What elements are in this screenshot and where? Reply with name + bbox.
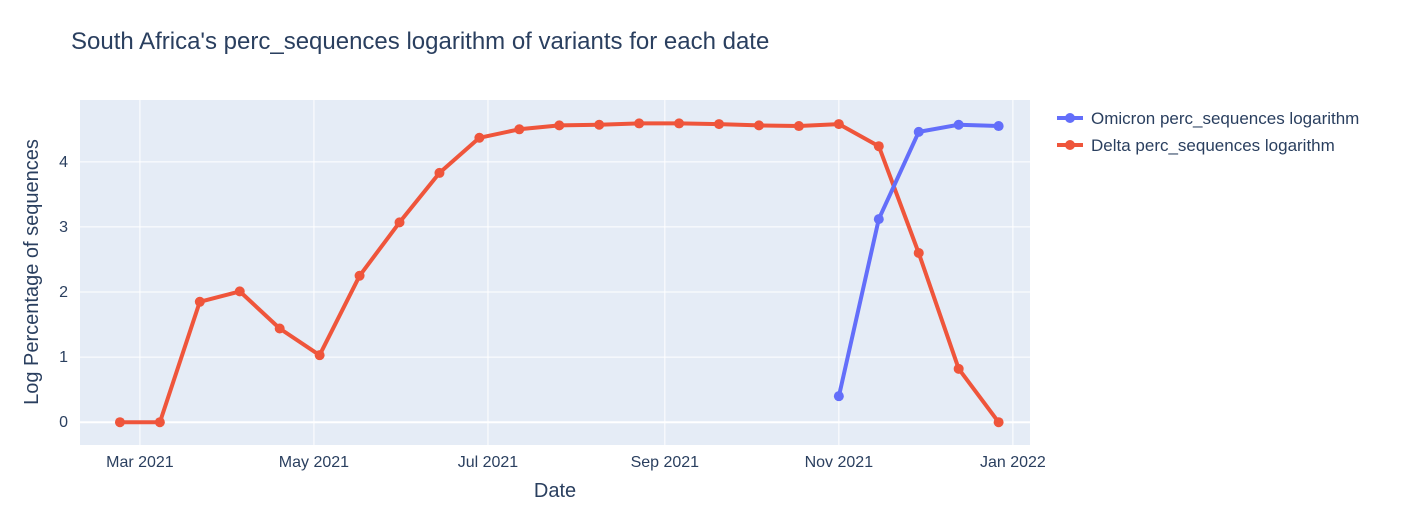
data-point xyxy=(753,120,764,131)
y-axis-ticks: 0 1 2 3 4 xyxy=(59,154,68,431)
data-point xyxy=(394,217,405,228)
data-point xyxy=(913,126,924,137)
legend-item[interactable]: Delta perc_sequences logarithm xyxy=(1057,136,1335,155)
x-tick-label: Jul 2021 xyxy=(458,454,519,471)
legend-label: Delta perc_sequences logarithm xyxy=(1091,136,1335,155)
data-point xyxy=(993,121,1004,132)
legend-swatch-marker xyxy=(1065,140,1075,150)
data-point xyxy=(833,391,844,402)
y-tick-label: 1 xyxy=(59,349,68,366)
data-point xyxy=(833,119,844,130)
data-point xyxy=(873,214,884,225)
data-point xyxy=(913,247,924,258)
y-tick-label: 0 xyxy=(59,414,68,431)
x-axis-title: Date xyxy=(534,480,576,502)
data-point xyxy=(873,141,884,152)
data-point xyxy=(314,350,325,361)
data-point xyxy=(953,119,964,130)
legend-item[interactable]: Omicron perc_sequences logarithm xyxy=(1057,109,1359,128)
legend: Omicron perc_sequences logarithm Delta pe… xyxy=(1057,109,1359,155)
data-point xyxy=(354,270,365,281)
data-point xyxy=(234,286,245,297)
data-point xyxy=(554,120,565,131)
data-point xyxy=(474,132,485,143)
series-omicron xyxy=(833,119,1004,402)
plot-background xyxy=(80,100,1030,445)
x-tick-label: Nov 2021 xyxy=(805,454,874,471)
data-point xyxy=(514,124,525,135)
data-point xyxy=(993,417,1004,428)
data-point xyxy=(793,121,804,132)
y-tick-label: 2 xyxy=(59,284,68,301)
data-point xyxy=(594,119,605,130)
data-point xyxy=(154,417,165,428)
data-point xyxy=(953,363,964,374)
data-point xyxy=(114,417,125,428)
x-tick-label: Jan 2022 xyxy=(980,454,1046,471)
y-axis-title: Log Percentage of sequences xyxy=(21,139,43,405)
data-point xyxy=(634,118,645,129)
x-tick-label: May 2021 xyxy=(279,454,349,471)
chart-title: South Africa's perc_sequences logarithm … xyxy=(71,28,769,55)
data-point xyxy=(714,119,725,130)
legend-swatch-marker xyxy=(1065,113,1075,123)
y-tick-label: 4 xyxy=(59,154,68,171)
data-point xyxy=(194,296,205,307)
series-layer xyxy=(114,118,1004,428)
series-delta xyxy=(114,118,1004,428)
legend-label: Omicron perc_sequences logarithm xyxy=(1091,109,1359,128)
x-tick-label: Sep 2021 xyxy=(631,454,700,471)
x-tick-label: Mar 2021 xyxy=(106,454,174,471)
data-point xyxy=(674,118,685,129)
data-point xyxy=(274,323,285,334)
data-point xyxy=(434,167,445,178)
y-tick-label: 3 xyxy=(59,219,68,236)
x-axis-ticks: Mar 2021 May 2021 Jul 2021 Sep 2021 Nov 2021… xyxy=(106,454,1046,471)
